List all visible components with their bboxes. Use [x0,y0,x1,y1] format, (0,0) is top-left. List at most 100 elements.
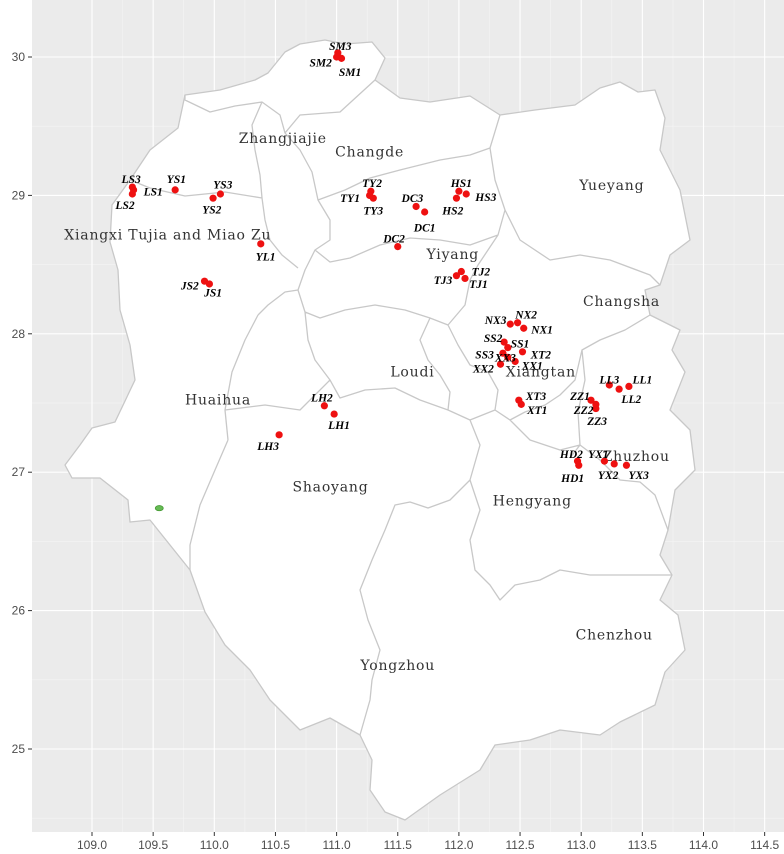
site-label-ll2: LL2 [620,394,641,406]
x-tick-label: 113.5 [628,838,657,852]
site-point-ll3 [605,381,613,389]
site-label-nx3: NX3 [484,315,507,327]
site-label-yl1: YL1 [256,251,276,263]
x-tick-label: 109.0 [77,838,107,852]
site-point-ys1 [171,186,179,194]
region-label-hengyang: Hengyang [493,493,572,509]
x-tick-label: 109.5 [138,838,168,852]
site-label-ls2: LS2 [114,200,134,212]
region-label-chenzhou: Chenzhou [576,628,653,644]
x-tick-label: 111.0 [322,838,351,852]
site-label-hs2: HS2 [441,206,463,218]
site-label-zz1: ZZ1 [569,391,590,403]
site-label-ty1: TY1 [340,193,360,205]
region-label-changsha: Changsha [583,294,660,310]
x-tick-label: 110.5 [261,838,290,852]
site-point-xx3 [504,353,512,361]
site-label-sm2: SM2 [310,58,333,70]
region-label-xiangtan: Xiangtan [506,365,576,381]
region-label-zhuzhou: Zhuzhou [603,449,670,465]
region-label-yongzhou: Yongzhou [359,658,435,674]
site-point-lh2 [320,402,328,410]
site-label-ss2: SS2 [484,333,503,345]
site-label-tj1: TJ1 [469,279,488,291]
site-label-sm1: SM1 [339,67,361,79]
site-point-nx1 [520,324,528,332]
region-label-shaoyang: Shaoyang [292,480,368,496]
sampling-sites [128,49,633,469]
site-point-ss3 [499,349,507,357]
site-point-js1 [205,280,214,288]
site-point-lh1 [330,410,338,418]
y-tick-label: 30 [12,50,26,64]
site-point-ss1 [504,344,512,352]
y-tick-label: 29 [12,188,26,202]
y-tick-label: 25 [12,742,26,756]
site-label-xt3: XT3 [525,391,547,403]
site-label-lh3: LH3 [256,441,279,453]
site-label-nx2: NX2 [514,309,537,321]
site-point-xx1 [511,357,519,366]
site-point-tj3 [452,272,461,280]
site-point-hs2 [452,194,461,202]
site-point-ss2 [500,338,508,346]
site-point-zz1 [587,396,595,404]
region-label-loudi: Loudi [390,365,434,381]
region-label-zhangjiajie: Zhangjiajie [239,131,327,147]
site-point-nx3 [506,320,514,328]
site-label-yx3: YX3 [628,470,649,482]
site-point-xx2 [496,360,505,368]
y-tick-label: 28 [12,327,26,341]
site-label-hs3: HS3 [474,192,496,204]
site-point-tj1 [461,274,469,283]
site-point-hd1 [575,461,583,469]
x-tick-label: 111.5 [384,838,413,852]
x-axis: 109.0 109.5 110.0 110.5 111.0 111.5 112.0 112.5… [77,832,780,852]
x-tick-label: 112.5 [505,838,534,852]
site-point-xt1 [517,400,525,408]
site-point-hs1 [455,187,463,195]
prefecture-boundaries [129,79,672,736]
x-tick-label: 114.5 [750,838,779,852]
site-label-ls3: LS3 [121,174,141,186]
site-point-xt2 [518,348,527,356]
site-label-xt1: XT1 [526,405,547,417]
site-label-xx3: XX3 [494,352,516,364]
site-label-tj3: TJ3 [434,275,453,287]
x-tick-label: 114.0 [689,838,718,852]
site-label-ty3: TY3 [363,206,383,218]
y-axis: 25 26 27 28 29 30 [12,50,32,756]
site-label-zz3: ZZ3 [586,416,607,428]
site-point-tj2 [457,267,465,276]
site-label-ty2: TY2 [362,178,382,190]
site-label-nx1: NX1 [530,325,553,337]
site-label-lh2: LH2 [310,392,333,404]
site-point-ys3 [216,190,225,198]
site-label-xx1: XX1 [521,361,543,373]
site-label-ys2: YS2 [202,204,221,216]
site-point-sm1 [337,54,346,62]
site-label-hd1: HD1 [560,473,584,485]
y-tick-label: 26 [12,604,26,618]
region-label-yueyang: Yueyang [578,178,644,194]
site-point-ll1 [625,382,633,390]
green-marker-shape [154,505,164,512]
region-label-yiyang: Yiyang [426,247,480,263]
site-label-js1: JS1 [203,287,222,299]
site-point-nx2 [514,319,522,327]
site-label-dc3: DC3 [401,193,424,205]
site-label-hd2: HD2 [559,449,583,461]
y-tick-label: 27 [12,465,26,479]
site-point-ll2 [615,385,623,393]
site-label-lh1: LH1 [327,420,350,432]
site-point-zz3 [592,404,600,413]
site-label-ys3: YS3 [213,179,232,191]
site-label-dc2: DC2 [382,233,405,245]
site-point-lh3 [275,431,283,439]
site-label-xt2: XT2 [530,350,552,362]
green-marker [154,505,164,512]
site-label-xx2: XX2 [472,363,494,375]
site-label-ls1: LS1 [143,186,163,198]
site-point-ys2 [209,194,217,202]
